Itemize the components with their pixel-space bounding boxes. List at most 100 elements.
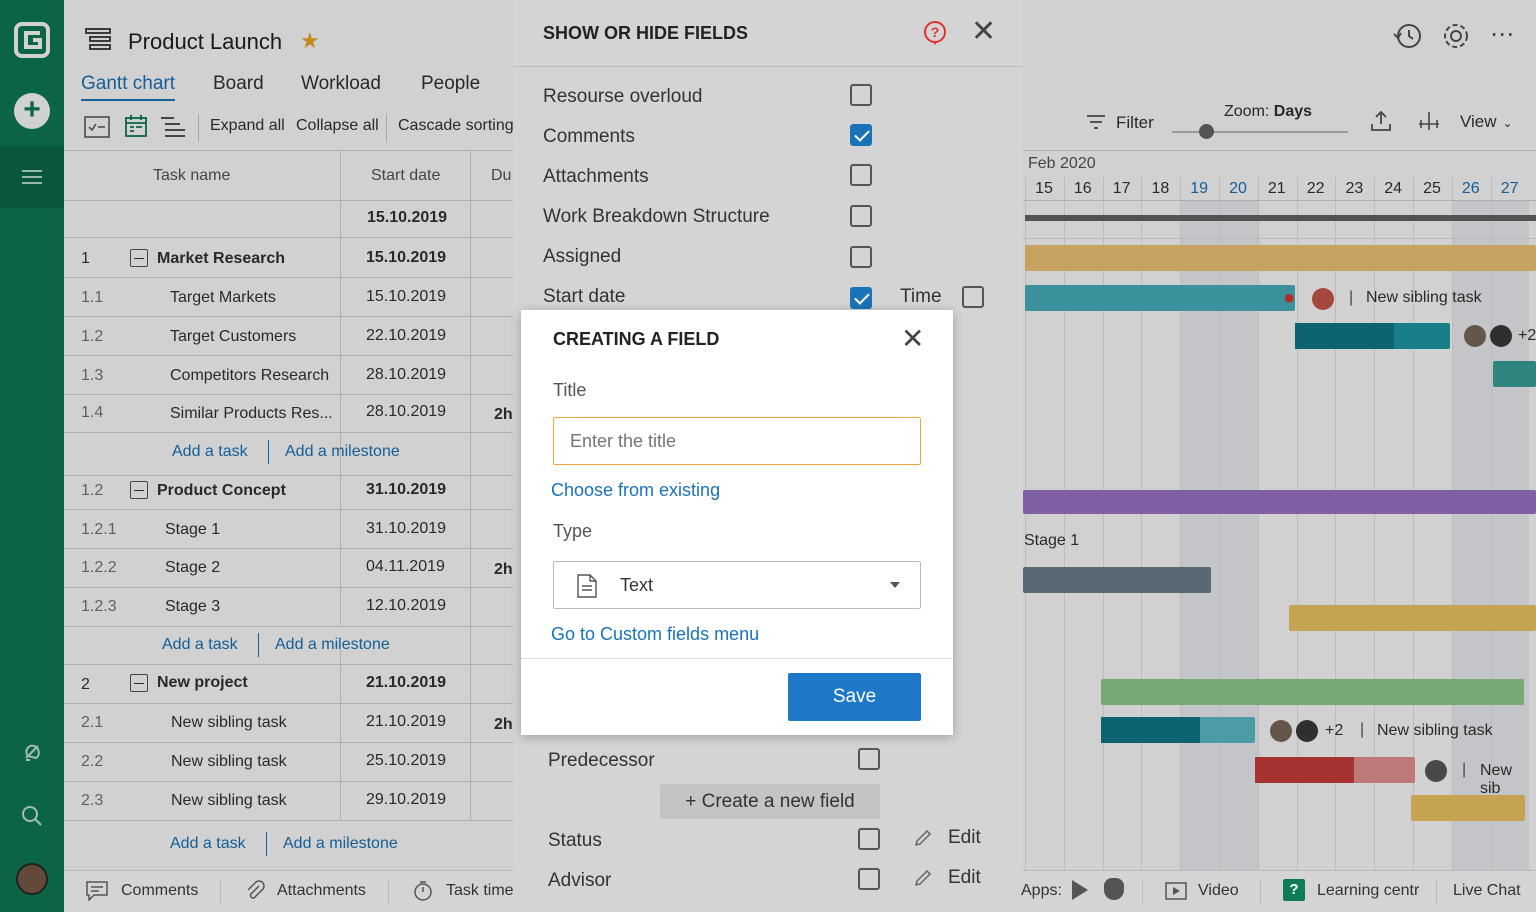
- tab-board[interactable]: Board: [213, 73, 264, 94]
- task-name[interactable]: New sibling task: [171, 753, 287, 770]
- pencil-icon[interactable]: [913, 868, 933, 888]
- tab-gantt-chart[interactable]: Gantt chart: [81, 73, 175, 101]
- task-start-date[interactable]: 28.10.2019: [366, 366, 447, 383]
- outline-icon[interactable]: [160, 116, 186, 138]
- learning-center-button[interactable]: Learning centr: [1317, 882, 1420, 899]
- expand-all-button[interactable]: Expand all: [210, 117, 285, 134]
- group-start-date[interactable]: 15.10.2019: [366, 249, 447, 266]
- task-name[interactable]: Similar Products Res...: [170, 405, 333, 422]
- google-play-icon[interactable]: [1072, 880, 1088, 900]
- stage-1-bar[interactable]: [1023, 567, 1211, 593]
- filter-button[interactable]: Filter: [1116, 113, 1154, 132]
- task-start-date[interactable]: 28.10.2019: [366, 403, 447, 420]
- product-concept-bar[interactable]: [1023, 490, 1536, 514]
- field-checkbox-time[interactable]: [962, 286, 984, 308]
- view-dropdown[interactable]: View ⌄: [1460, 112, 1513, 132]
- task-start-date[interactable]: 25.10.2019: [366, 752, 447, 769]
- tab-people[interactable]: People: [421, 73, 481, 94]
- add-task-link[interactable]: Add a task: [170, 835, 246, 852]
- video-button[interactable]: Video: [1198, 882, 1239, 899]
- group-task-name[interactable]: Product Concept: [157, 482, 286, 499]
- attachments-button[interactable]: Attachments: [277, 882, 366, 899]
- notifications-icon[interactable]: [18, 738, 46, 766]
- add-milestone-link[interactable]: Add a milestone: [285, 443, 400, 460]
- avatar[interactable]: [1296, 720, 1318, 742]
- avatar[interactable]: [1425, 760, 1447, 782]
- project-summary-bar[interactable]: [1025, 215, 1536, 221]
- task-duration[interactable]: 2h: [494, 406, 513, 423]
- sibling-task-2-bar[interactable]: [1255, 757, 1415, 783]
- add-milestone-link[interactable]: Add a milestone: [283, 835, 398, 852]
- edit-status-button[interactable]: Edit: [948, 827, 981, 848]
- market-research-bar[interactable]: [1025, 245, 1536, 271]
- competitors-research-bar[interactable]: [1493, 361, 1536, 387]
- target-customers-bar[interactable]: [1295, 323, 1450, 349]
- zoom-slider-handle[interactable]: [1199, 124, 1214, 139]
- task-duration[interactable]: 2h: [494, 716, 513, 733]
- task-name[interactable]: Competitors Research: [170, 367, 330, 384]
- export-icon[interactable]: [1370, 110, 1392, 132]
- avatar[interactable]: [1312, 288, 1334, 310]
- collapse-toggle-icon[interactable]: [130, 674, 148, 692]
- menu-icon[interactable]: [0, 146, 64, 208]
- task-start-date[interactable]: 31.10.2019: [366, 520, 447, 537]
- avatar[interactable]: [1464, 325, 1486, 347]
- task-start-date[interactable]: 12.10.2019: [366, 597, 447, 614]
- add-milestone-link[interactable]: Add a milestone: [275, 636, 390, 653]
- header-duration[interactable]: Du: [491, 167, 512, 184]
- favorite-star-icon[interactable]: ★: [300, 28, 320, 53]
- task-name[interactable]: Target Customers: [170, 328, 297, 345]
- task-name[interactable]: Stage 1: [165, 521, 221, 538]
- task-start-date[interactable]: 04.11.2019: [366, 558, 445, 575]
- field-checkbox-comments[interactable]: [850, 124, 872, 146]
- apple-icon[interactable]: [1104, 878, 1124, 900]
- add-task-link[interactable]: Add a task: [162, 636, 238, 653]
- task-start-date[interactable]: 15.10.2019: [366, 288, 447, 305]
- baseline-icon[interactable]: [1417, 110, 1441, 132]
- add-project-button[interactable]: +: [14, 93, 50, 129]
- pencil-icon[interactable]: [913, 828, 933, 848]
- avatar[interactable]: [1270, 720, 1292, 742]
- task-name[interactable]: Stage 2: [165, 559, 221, 576]
- header-task-name[interactable]: Task name: [153, 167, 231, 184]
- avatar[interactable]: [1490, 325, 1512, 347]
- task-start-date[interactable]: 29.10.2019: [366, 791, 447, 808]
- help-icon[interactable]: ?: [923, 20, 947, 46]
- collapse-toggle-icon[interactable]: [130, 249, 148, 267]
- task-name[interactable]: Stage 3: [165, 598, 221, 615]
- field-checkbox-start-date[interactable]: [850, 287, 872, 309]
- field-checkbox-resource-overload[interactable]: [850, 84, 872, 106]
- close-modal-icon[interactable]: ✕: [901, 323, 925, 354]
- task-name[interactable]: New sibling task: [171, 792, 287, 809]
- checklist-icon[interactable]: [84, 116, 110, 138]
- stage-3-bar[interactable]: [1289, 605, 1536, 631]
- cascade-sorting-button[interactable]: Cascade sorting: [398, 117, 514, 134]
- user-avatar[interactable]: [16, 863, 48, 895]
- create-new-field-button[interactable]: + Create a new field: [660, 784, 880, 819]
- target-markets-bar[interactable]: [1025, 285, 1295, 311]
- live-chat-button[interactable]: Live Chat: [1453, 882, 1521, 899]
- header-start-date[interactable]: Start date: [371, 167, 441, 184]
- field-checkbox-wbs[interactable]: [850, 205, 872, 227]
- field-checkbox-attachments[interactable]: [850, 164, 872, 186]
- group-start-date[interactable]: 31.10.2019: [366, 481, 447, 498]
- group-task-name[interactable]: New project: [157, 674, 248, 691]
- collapse-toggle-icon[interactable]: [130, 481, 148, 499]
- field-checkbox-advisor[interactable]: [858, 868, 880, 890]
- edit-advisor-button[interactable]: Edit: [948, 867, 981, 888]
- task-name[interactable]: New sibling task: [171, 714, 287, 731]
- zoom-slider-track[interactable]: [1172, 131, 1348, 133]
- type-select[interactable]: Text: [553, 561, 921, 609]
- filter-icon[interactable]: [1086, 113, 1106, 131]
- field-checkbox-status[interactable]: [858, 828, 880, 850]
- more-options-icon[interactable]: ⋯: [1490, 21, 1514, 48]
- close-panel-icon[interactable]: ✕: [971, 15, 997, 48]
- custom-fields-menu-link[interactable]: Go to Custom fields menu: [551, 624, 760, 644]
- search-icon[interactable]: [18, 802, 46, 830]
- title-input[interactable]: [553, 417, 921, 465]
- task-start-date[interactable]: 22.10.2019: [366, 327, 447, 344]
- comments-button[interactable]: Comments: [121, 882, 199, 899]
- task-time-button[interactable]: Task time: [446, 882, 514, 899]
- new-project-bar[interactable]: [1101, 679, 1524, 705]
- settings-gear-icon[interactable]: [1442, 22, 1470, 50]
